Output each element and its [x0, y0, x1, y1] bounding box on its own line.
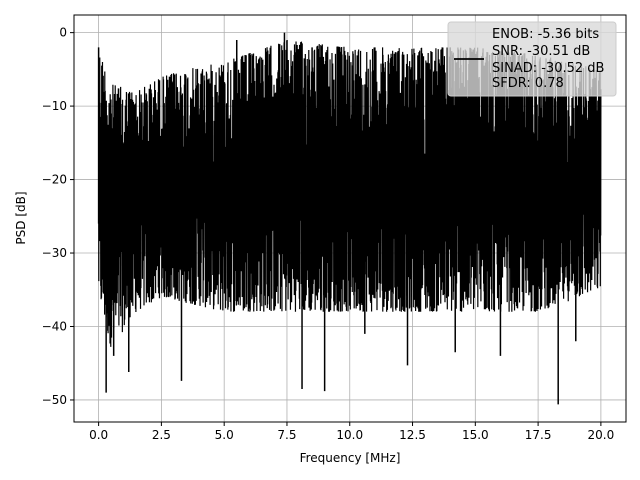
y-axis-label: PSD [dB]	[14, 191, 28, 244]
x-axis-label: Frequency [MHz]	[300, 451, 401, 465]
legend-box	[447, 21, 617, 97]
x-tick-label: 20.0	[588, 428, 615, 442]
y-tick-label: −50	[42, 393, 67, 407]
axis-ticks: 0.0 2.5 5.0 7.5 10.0 12.5 15.0 17.5 20.0 0 −10 −20 −…	[42, 26, 615, 442]
y-tick-label: −40	[42, 319, 67, 333]
y-tick-label: 0	[59, 26, 67, 40]
x-tick-label: 12.5	[399, 428, 426, 442]
legend-sinad: SINAD: -30.52 dB	[492, 61, 604, 76]
plot-area	[97, 32, 602, 405]
x-tick-label: 15.0	[462, 428, 489, 442]
x-tick-label: 17.5	[525, 428, 552, 442]
x-tick-label: 0.0	[89, 428, 108, 442]
legend-snr: SNR: -30.51 dB	[492, 44, 590, 59]
psd-series-line	[98, 40, 602, 347]
x-tick-label: 2.5	[152, 428, 171, 442]
x-tick-label: 5.0	[215, 428, 234, 442]
x-tick-label: 7.5	[277, 428, 296, 442]
y-tick-label: −10	[42, 99, 67, 113]
x-tick-label: 10.0	[336, 428, 363, 442]
y-tick-label: −30	[42, 246, 67, 260]
legend-enob: ENOB: -5.36 bits	[492, 27, 599, 42]
y-tick-label: −20	[42, 173, 67, 187]
legend-sfdr: SFDR: 0.78	[492, 76, 564, 91]
legend: ENOB: -5.36 bits SNR: -30.51 dB SINAD: -…	[447, 21, 617, 97]
